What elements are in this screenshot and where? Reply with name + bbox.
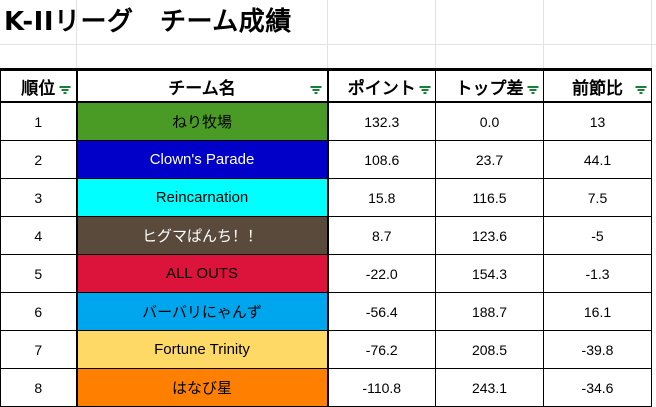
gap-cell[interactable]: 116.5: [435, 178, 544, 217]
team-cell[interactable]: ヒグマぱんち！！: [75, 216, 329, 255]
gridline: [327, 0, 328, 68]
points-cell[interactable]: -110.8: [327, 368, 436, 407]
change-cell[interactable]: 16.1: [543, 292, 652, 331]
rank-cell[interactable]: 2: [0, 140, 77, 179]
change-cell[interactable]: -5: [543, 216, 652, 255]
team-cell[interactable]: Clown's Parade: [75, 140, 329, 179]
change-cell[interactable]: -39.8: [543, 330, 652, 369]
gap-cell[interactable]: 0.0: [435, 101, 544, 141]
gap-cell[interactable]: 123.6: [435, 216, 544, 255]
change-cell[interactable]: 44.1: [543, 140, 652, 179]
rank-cell[interactable]: 1: [0, 101, 77, 141]
rank-cell[interactable]: 4: [0, 216, 77, 255]
table-row: 3 Reincarnation 15.8 116.5 7.5: [0, 178, 652, 217]
rank-cell[interactable]: 5: [0, 254, 77, 293]
rank-cell[interactable]: 7: [0, 330, 77, 369]
header-change-label: 前節比: [572, 78, 623, 99]
gap-cell[interactable]: 208.5: [435, 330, 544, 369]
table-row: 4 ヒグマぱんち！！ 8.7 123.6 -5: [0, 216, 652, 255]
rank-cell[interactable]: 3: [0, 178, 77, 217]
gap-cell[interactable]: 23.7: [435, 140, 544, 179]
change-cell[interactable]: 13: [543, 101, 652, 141]
team-cell[interactable]: Fortune Trinity: [75, 330, 329, 369]
change-cell[interactable]: 7.5: [543, 178, 652, 217]
page-title: K-IIリーグ チーム成績: [4, 7, 292, 37]
table-row: 6 バーバリにゃんず -56.4 188.7 16.1: [0, 292, 652, 331]
team-cell[interactable]: バーバリにゃんず: [75, 292, 329, 331]
points-cell[interactable]: -22.0: [327, 254, 436, 293]
table-row: 8 はなび星 -110.8 243.1 -34.6: [0, 368, 652, 407]
header-points-label: ポイント: [347, 78, 416, 99]
header-change[interactable]: 前節比: [543, 68, 652, 103]
points-cell[interactable]: -56.4: [327, 292, 436, 331]
table-row: 1 ねり牧場 132.3 0.0 13: [0, 101, 652, 141]
filter-icon[interactable]: [59, 86, 71, 95]
points-cell[interactable]: -76.2: [327, 330, 436, 369]
filter-icon[interactable]: [310, 86, 322, 95]
gridline: [435, 0, 436, 68]
filter-icon[interactable]: [527, 86, 538, 95]
team-cell[interactable]: ねり牧場: [75, 101, 329, 141]
table-row: 5 ALL OUTS -22.0 154.3 -1.3: [0, 254, 652, 293]
filter-icon[interactable]: [419, 86, 430, 95]
points-cell[interactable]: 15.8: [327, 178, 436, 217]
header-row: 順位 チーム名 ポイント トップ差 前節比: [0, 68, 652, 103]
header-gap[interactable]: トップ差: [435, 68, 544, 103]
team-cell[interactable]: はなび星: [75, 368, 329, 407]
gap-cell[interactable]: 154.3: [435, 254, 544, 293]
points-cell[interactable]: 8.7: [327, 216, 436, 255]
gridline: [0, 44, 656, 45]
gridline: [543, 0, 544, 68]
header-rank[interactable]: 順位: [0, 68, 77, 103]
team-cell[interactable]: ALL OUTS: [75, 254, 329, 293]
gridline: [651, 0, 652, 68]
table-row: 2 Clown's Parade 108.6 23.7 44.1: [0, 140, 652, 179]
change-cell[interactable]: -34.6: [543, 368, 652, 407]
rank-cell[interactable]: 6: [0, 292, 77, 331]
filter-icon[interactable]: [635, 86, 646, 95]
header-team[interactable]: チーム名: [75, 68, 329, 103]
team-cell[interactable]: Reincarnation: [75, 178, 329, 217]
change-cell[interactable]: -1.3: [543, 254, 652, 293]
standings-table: 順位 チーム名 ポイント トップ差 前節比: [0, 68, 652, 407]
gap-cell[interactable]: 243.1: [435, 368, 544, 407]
header-gap-label: トップ差: [455, 78, 524, 99]
header-points[interactable]: ポイント: [327, 68, 436, 103]
header-rank-label: 順位: [21, 78, 56, 99]
header-team-label: チーム名: [168, 78, 236, 99]
table-row: 7 Fortune Trinity -76.2 208.5 -39.8: [0, 330, 652, 369]
points-cell[interactable]: 132.3: [327, 101, 436, 141]
points-cell[interactable]: 108.6: [327, 140, 436, 179]
gridline: [76, 0, 77, 68]
gap-cell[interactable]: 188.7: [435, 292, 544, 331]
rank-cell[interactable]: 8: [0, 368, 77, 407]
